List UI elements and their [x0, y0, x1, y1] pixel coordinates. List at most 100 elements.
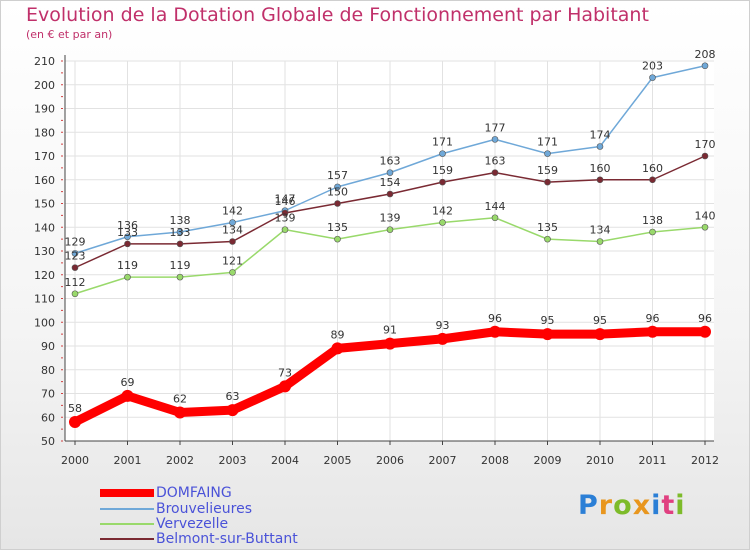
legend-item-belmont-sur-buttant[interactable]: Belmont-sur-Buttant [100, 531, 298, 547]
y-tick-label: 80 [41, 364, 55, 377]
data-point [334, 183, 341, 191]
data-label: 95 [541, 314, 555, 327]
data-point [649, 228, 656, 236]
data-point [281, 226, 289, 233]
data-label: 133 [117, 226, 138, 239]
data-label: 134 [590, 224, 611, 237]
data-point [596, 176, 604, 184]
x-tick-label: 2001 [114, 454, 142, 467]
y-tick-label: 150 [34, 198, 55, 211]
data-label: 134 [222, 224, 243, 237]
legend-swatch [100, 538, 154, 540]
y-tick-label: 200 [34, 79, 55, 92]
proxiti-logo[interactable]: Proxiti [578, 490, 686, 521]
data-point [596, 238, 604, 245]
legend-item-vervezelle[interactable]: Vervezelle [100, 516, 228, 532]
data-point [121, 389, 134, 402]
data-label: 142 [222, 205, 243, 218]
y-tick-label: 190 [34, 103, 55, 116]
y-tick-label: 170 [34, 150, 55, 163]
data-point [596, 143, 604, 150]
data-point [544, 235, 551, 243]
logo-letter: o [613, 490, 633, 521]
data-point [176, 273, 184, 281]
chart-title: Evolution de la Dotation Globale de Fonc… [26, 4, 649, 26]
data-point [701, 152, 709, 160]
data-label: 73 [278, 366, 292, 379]
data-point [491, 214, 499, 222]
legend-item-domfaing[interactable]: DOMFAING [100, 485, 232, 501]
data-label: 160 [590, 162, 611, 175]
data-point [71, 290, 79, 298]
data-label: 123 [65, 250, 86, 263]
legend-label: DOMFAING [156, 485, 232, 501]
y-tick-label: 160 [34, 174, 55, 187]
data-point [281, 209, 289, 217]
x-tick-label: 2003 [219, 454, 247, 467]
data-point [384, 337, 396, 350]
data-point [649, 74, 656, 81]
data-point [124, 273, 131, 281]
data-point [544, 178, 551, 186]
data-label: 171 [432, 136, 453, 149]
logo-letter: x [632, 490, 652, 521]
x-tick-label: 2007 [429, 454, 457, 467]
data-point [124, 233, 131, 241]
x-tick-label: 2002 [166, 454, 194, 467]
data-label: 203 [642, 60, 663, 73]
y-tick-label: 140 [34, 221, 55, 234]
data-label: 146 [275, 195, 296, 208]
data-label: 121 [222, 254, 243, 267]
data-point [544, 150, 551, 157]
data-point [541, 328, 554, 341]
data-label: 208 [695, 48, 716, 61]
data-point [176, 240, 184, 248]
data-label: 129 [65, 235, 86, 248]
legend-label: Vervezelle [156, 516, 229, 532]
data-label: 112 [65, 276, 86, 289]
data-point [71, 264, 79, 271]
x-tick-label: 2006 [376, 454, 404, 467]
legend-item-brouvelieures[interactable]: Brouvelieures [100, 501, 252, 517]
chart-subtitle: (en € et par an) [26, 28, 113, 41]
data-point [229, 238, 236, 245]
y-tick-label: 70 [41, 388, 55, 401]
data-label: 163 [485, 155, 506, 168]
data-point [439, 178, 446, 186]
data-label: 62 [173, 393, 187, 406]
data-label: 96 [646, 312, 660, 325]
data-point [439, 219, 446, 226]
data-label: 136 [117, 219, 138, 232]
data-point [174, 406, 186, 419]
data-point [334, 235, 341, 243]
data-label: 96 [698, 312, 712, 325]
data-point [71, 250, 79, 257]
data-label: 95 [593, 314, 607, 327]
data-label: 140 [695, 209, 716, 222]
data-label: 177 [485, 121, 506, 134]
data-label: 154 [380, 176, 401, 189]
data-label: 69 [121, 376, 135, 389]
data-point [699, 325, 711, 338]
data-point [226, 404, 239, 417]
x-tick-label: 2000 [61, 454, 89, 467]
legend-swatch [100, 489, 154, 497]
data-label: 144 [485, 200, 506, 213]
data-point [646, 325, 659, 338]
y-tick-label: 90 [41, 340, 55, 353]
data-label: 89 [331, 328, 345, 341]
y-tick-label: 210 [34, 55, 55, 68]
y-tick-label: 180 [34, 126, 55, 139]
y-tick-label: 60 [41, 411, 55, 424]
y-tick-label: 100 [34, 316, 55, 329]
x-tick-label: 2005 [324, 454, 352, 467]
data-point [491, 169, 499, 176]
data-label: 160 [642, 162, 663, 175]
x-tick-label: 2004 [271, 454, 299, 467]
data-label: 170 [695, 138, 716, 151]
x-tick-label: 2012 [691, 454, 719, 467]
y-tick-label: 130 [34, 245, 55, 258]
data-label: 142 [432, 205, 453, 218]
data-point [649, 176, 656, 184]
